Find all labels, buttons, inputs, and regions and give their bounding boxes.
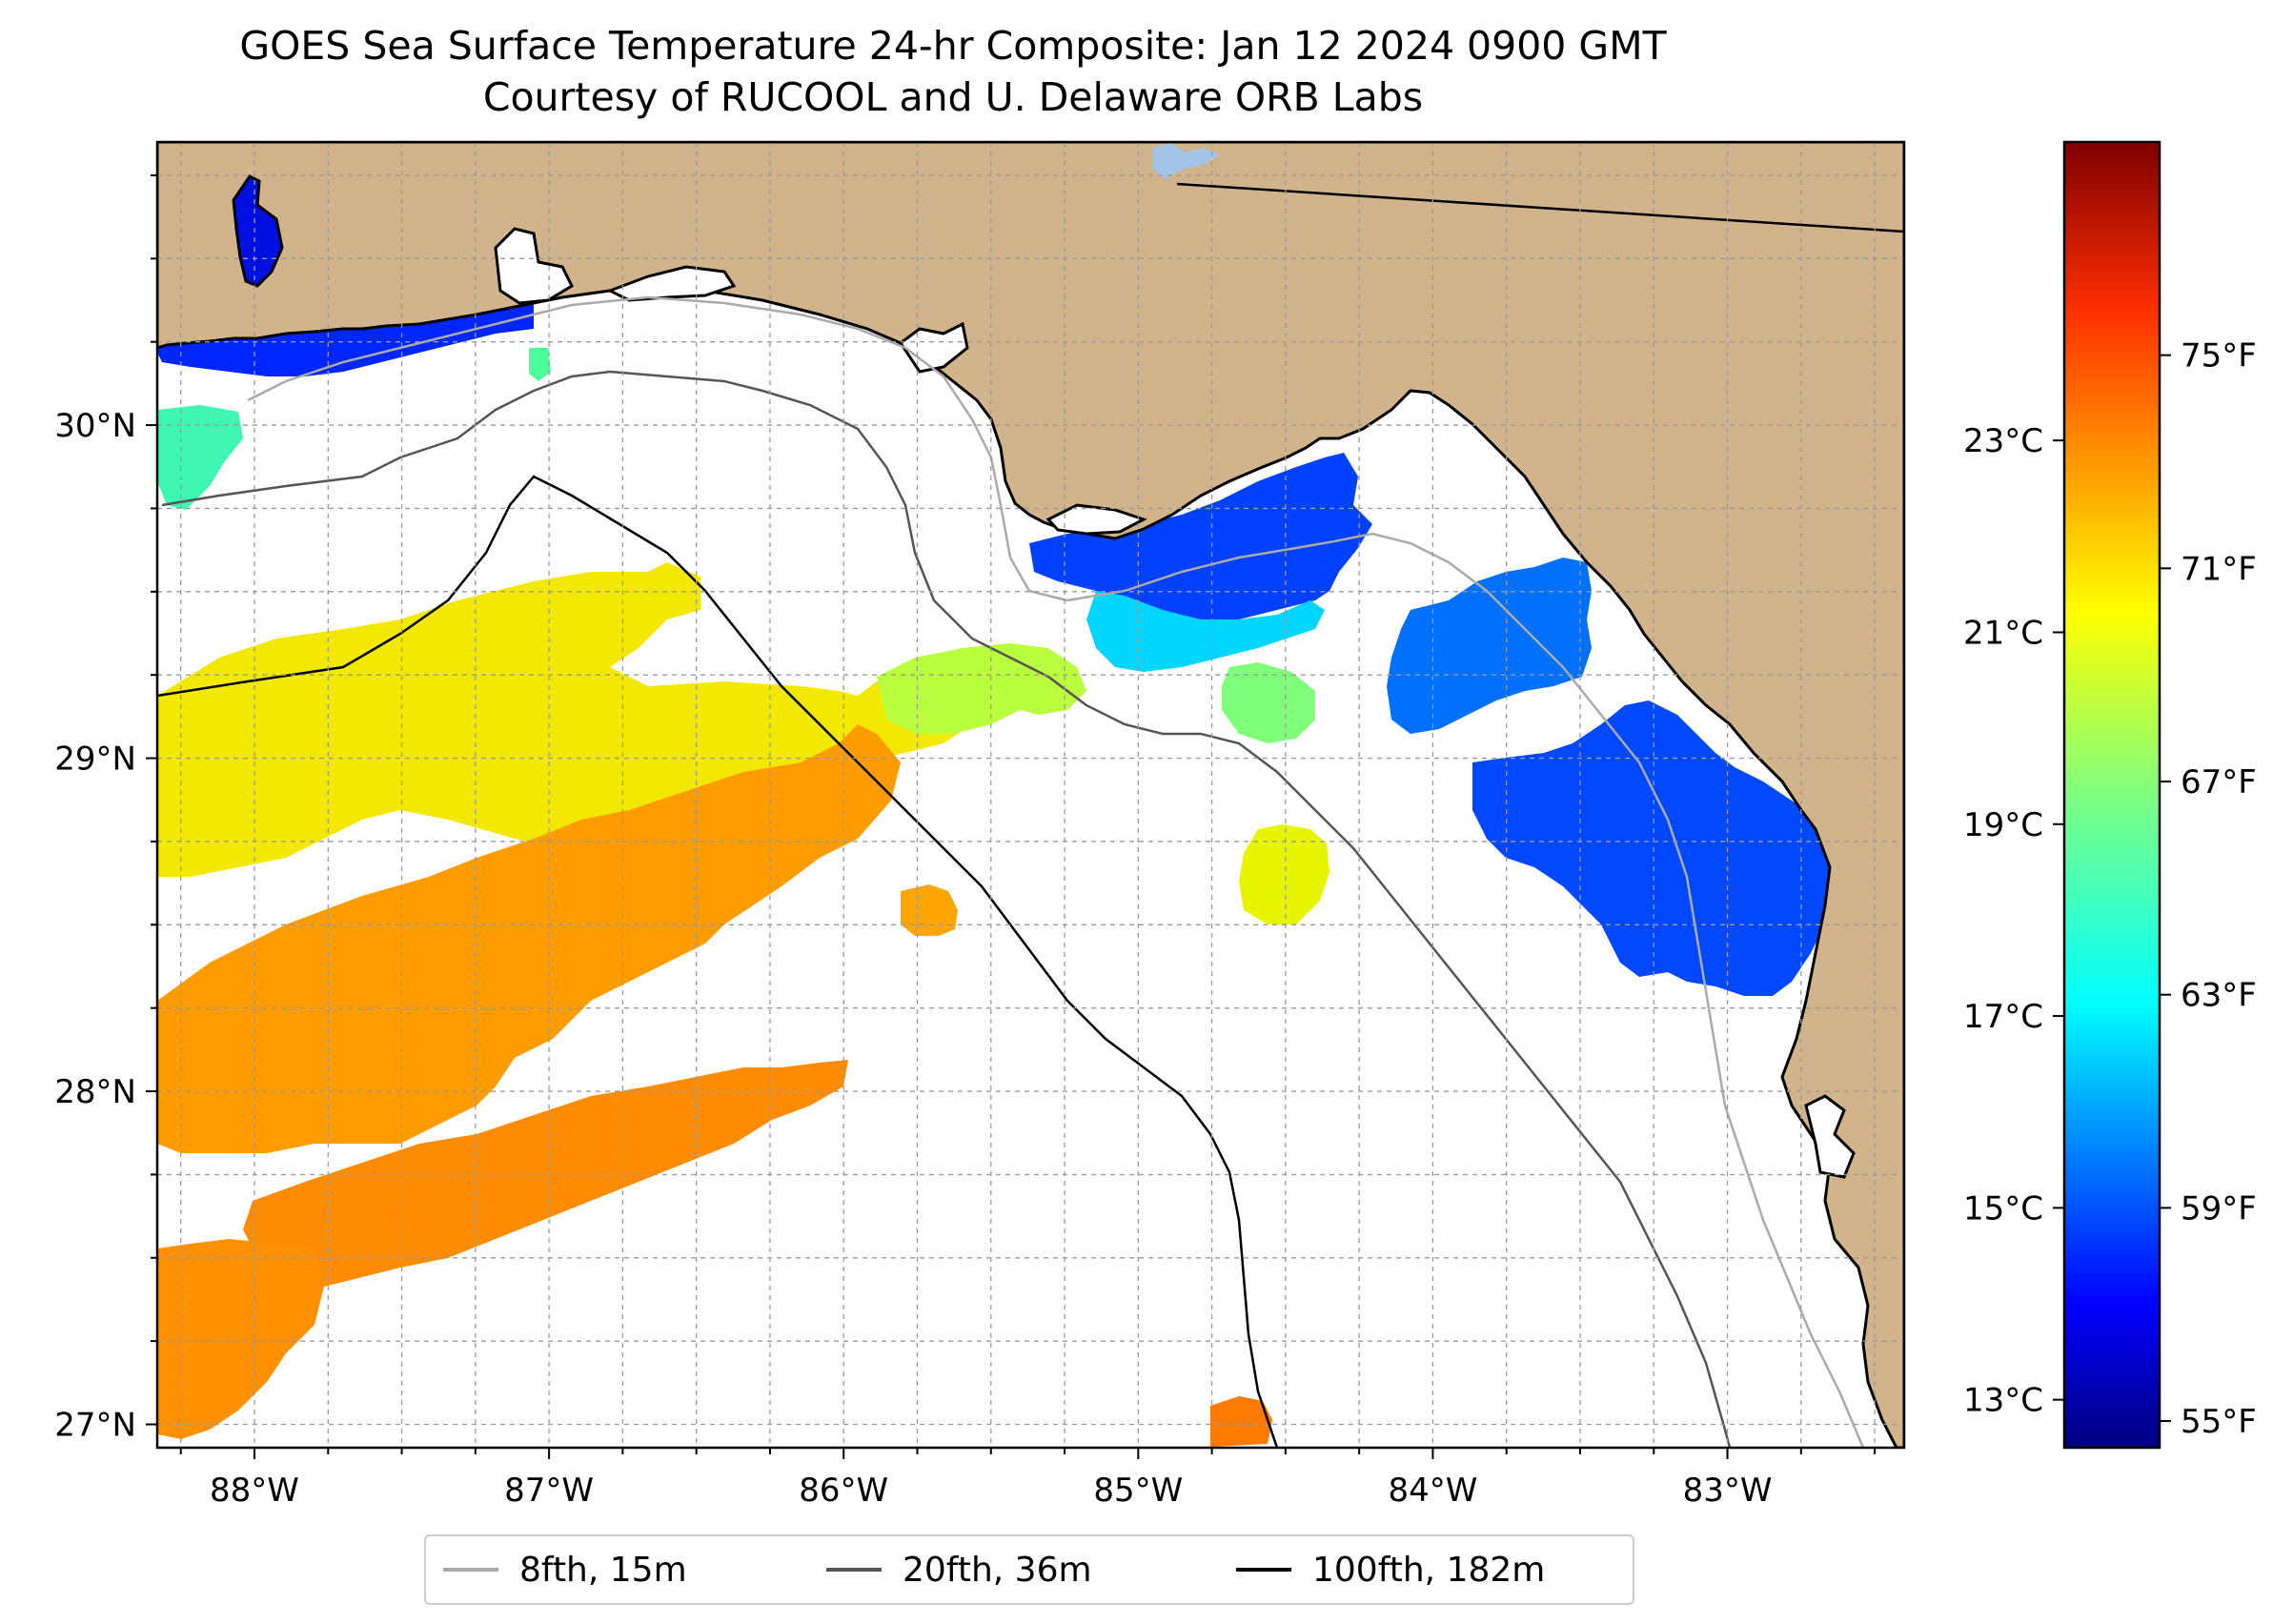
- sst-offshore-green: [1222, 662, 1315, 743]
- sst-apalachee-cyan: [1086, 591, 1325, 672]
- colorbar-c-tick-label: 15°C: [1963, 1189, 2043, 1228]
- legend-swatch-100fth: [1236, 1568, 1291, 1572]
- legend-item-100fth: 100fth, 182m: [1236, 1536, 1545, 1603]
- sst-offshore-orange: [901, 884, 958, 936]
- lon-tick-label: 88°W: [210, 1472, 299, 1510]
- colorbar-ticks: 55°F 59°F 63°F 67°F 71°F 75°F 13°C 15°C 17°C 19°C…: [1963, 337, 2257, 1441]
- lon-tick-label: 84°W: [1388, 1472, 1477, 1510]
- contour-8fth: [247, 295, 1865, 1448]
- map-axis-ticks: 88°W 87°W 86°W 85°W 84°W 83°W 30°N 29°N 28°N 27°N: [54, 173, 1877, 1510]
- lat-tick-label: 27°N: [54, 1407, 136, 1445]
- map-title: GOES Sea Surface Temperature 24-hr Compo…: [239, 23, 1667, 69]
- legend-label-8fth: 8fth, 15m: [519, 1550, 687, 1590]
- sst-southwest-orange-field: [157, 1239, 324, 1439]
- colorbar-f-tick-label: 71°F: [2181, 550, 2257, 588]
- sst-apalachee-blue: [1029, 453, 1372, 619]
- colorbar-f-tick-label: 63°F: [2181, 977, 2257, 1015]
- pensacola-bay-water: [494, 227, 574, 305]
- legend-item-8fth: 8fth, 15m: [443, 1536, 687, 1603]
- lat-tick-label: 28°N: [54, 1073, 136, 1111]
- contour-100fth: [157, 475, 1279, 1448]
- land-panhandle: [157, 142, 1904, 1448]
- lon-tick-label: 87°W: [504, 1472, 594, 1510]
- lon-tick-label: 86°W: [799, 1472, 888, 1510]
- legend-label-100fth: 100fth, 182m: [1312, 1550, 1546, 1590]
- sst-perdido-patch: [529, 348, 551, 381]
- lon-tick-label: 85°W: [1093, 1472, 1183, 1510]
- map-frame: [155, 140, 1906, 1450]
- apalachicola-bay-water: [1045, 503, 1147, 536]
- contour-20fth: [161, 370, 1732, 1448]
- sst-central-orange-field: [157, 724, 901, 1153]
- map-area: [157, 142, 1904, 1448]
- colorbar-c-tick-label: 23°C: [1963, 422, 2043, 460]
- state-border: [1176, 182, 1904, 233]
- colorbar-f-tick-label: 67°F: [2181, 763, 2257, 802]
- sst-big-bend-blue: [1387, 558, 1592, 734]
- choctawhatchee-bay-water: [606, 265, 737, 302]
- lon-tick-label: 83°W: [1683, 1472, 1773, 1510]
- legend-swatch-8fth: [443, 1568, 498, 1572]
- map-gridlines: [157, 142, 1904, 1448]
- colorbar: [2062, 140, 2161, 1450]
- colorbar-f-tick-label: 75°F: [2181, 337, 2257, 376]
- lake-seminole: [1153, 143, 1220, 179]
- colorbar-f-tick-label: 59°F: [2181, 1189, 2257, 1228]
- tampa-bay-water: [1804, 1094, 1856, 1179]
- colorbar-c-tick-label: 17°C: [1963, 998, 2043, 1036]
- lat-tick-label: 30°N: [54, 407, 136, 445]
- colorbar-f-tick-label: 55°F: [2181, 1403, 2257, 1441]
- legend-label-20fth: 20fth, 36m: [903, 1550, 1092, 1590]
- sst-south-orange: [1210, 1396, 1272, 1447]
- colorbar-c-tick-label: 19°C: [1963, 806, 2043, 844]
- sst-west-coastal-patch: [157, 405, 243, 510]
- bathymetry-legend: 8fth, 15m 20fth, 36m 100fth, 182m: [424, 1534, 1634, 1605]
- map-subtitle: Courtesy of RUCOOL and U. Delaware ORB L…: [482, 74, 1424, 120]
- sst-lime-patch: [1239, 824, 1329, 924]
- colorbar-c-tick-label: 21°C: [1963, 614, 2043, 652]
- colorbar-c-tick-label: 13°C: [1963, 1382, 2043, 1420]
- sst-apalachicola-plume: [877, 643, 1086, 734]
- legend-swatch-20fth: [826, 1568, 882, 1572]
- lat-tick-label: 29°N: [54, 741, 136, 779]
- legend-item-20fth: 20fth, 36m: [826, 1536, 1092, 1603]
